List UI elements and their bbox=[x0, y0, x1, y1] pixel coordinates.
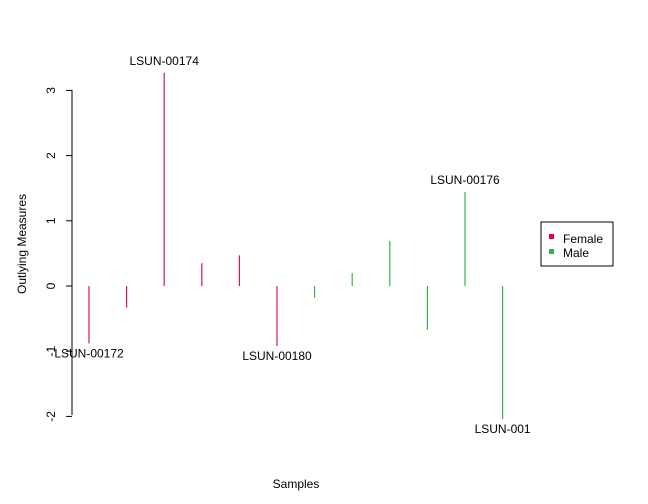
sample-label: LSUN-00180 bbox=[242, 349, 312, 363]
legend-female-swatch bbox=[549, 234, 554, 239]
sample-label: LSUN-001 bbox=[475, 422, 531, 436]
legend-male-label: Male bbox=[563, 246, 589, 260]
sample-label: LSUN-00174 bbox=[130, 54, 200, 68]
legend-box bbox=[540, 221, 614, 267]
y-axis-label: Outlying Measures bbox=[15, 194, 29, 294]
x-axis-label: Samples bbox=[273, 477, 320, 491]
legend-male-swatch bbox=[549, 249, 554, 254]
y-axis-ticks: -2 -1 0 1 2 3 bbox=[44, 87, 72, 422]
y-tick-label: 1 bbox=[44, 217, 58, 224]
y-tick-label: 2 bbox=[44, 152, 58, 159]
sample-label: LSUN-00176 bbox=[430, 173, 500, 187]
y-tick-label: -2 bbox=[44, 411, 58, 422]
sample-label: LSUN-00172 bbox=[54, 346, 124, 360]
legend-female-label: Female bbox=[563, 232, 603, 246]
y-tick-label: 0 bbox=[44, 282, 58, 289]
sample-labels: LSUN-00172 LSUN-00174 LSUN-00180 LSUN-00176… bbox=[54, 54, 531, 436]
y-tick-label: 3 bbox=[44, 87, 58, 94]
y-tick-label: -1 bbox=[44, 346, 58, 357]
legend: Female Male bbox=[540, 221, 614, 267]
sample-bars bbox=[88, 72, 504, 420]
